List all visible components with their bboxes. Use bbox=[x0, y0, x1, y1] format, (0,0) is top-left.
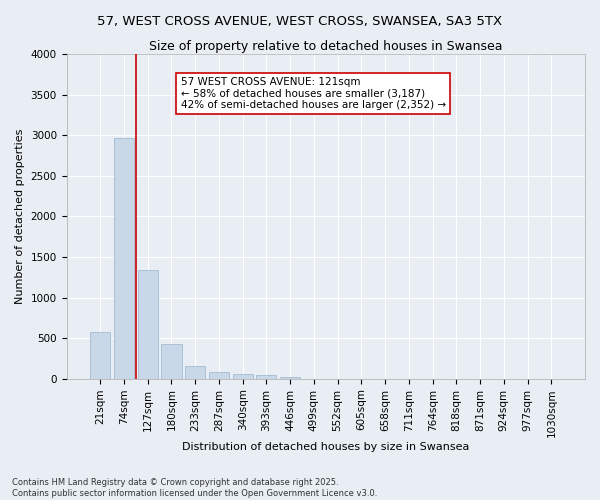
Text: 57, WEST CROSS AVENUE, WEST CROSS, SWANSEA, SA3 5TX: 57, WEST CROSS AVENUE, WEST CROSS, SWANS… bbox=[97, 15, 503, 28]
Bar bbox=[161, 344, 182, 378]
X-axis label: Distribution of detached houses by size in Swansea: Distribution of detached houses by size … bbox=[182, 442, 469, 452]
Bar bbox=[137, 270, 158, 378]
Title: Size of property relative to detached houses in Swansea: Size of property relative to detached ho… bbox=[149, 40, 503, 53]
Bar bbox=[209, 372, 229, 378]
Bar bbox=[90, 332, 110, 378]
Bar bbox=[256, 376, 277, 378]
Bar bbox=[114, 138, 134, 378]
Text: 57 WEST CROSS AVENUE: 121sqm
← 58% of detached houses are smaller (3,187)
42% of: 57 WEST CROSS AVENUE: 121sqm ← 58% of de… bbox=[181, 77, 446, 110]
Text: Contains HM Land Registry data © Crown copyright and database right 2025.
Contai: Contains HM Land Registry data © Crown c… bbox=[12, 478, 377, 498]
Bar bbox=[233, 374, 253, 378]
Bar bbox=[185, 366, 205, 378]
Y-axis label: Number of detached properties: Number of detached properties bbox=[15, 129, 25, 304]
Bar bbox=[280, 377, 300, 378]
